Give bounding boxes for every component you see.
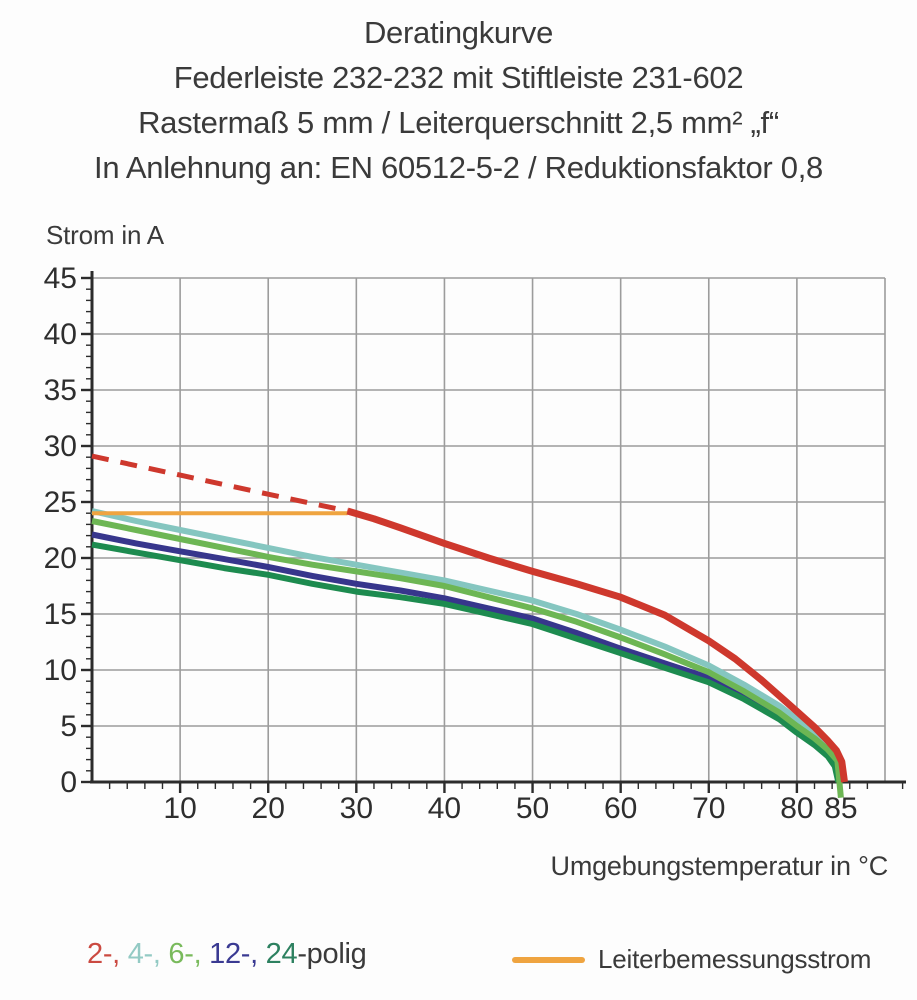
y-tick-label: 45	[44, 262, 77, 295]
x-tick-label: 20	[252, 792, 285, 825]
y-tick-label: 35	[44, 374, 77, 407]
series-6-polig	[91, 518, 844, 798]
y-axis-title: Strom in A	[46, 220, 164, 250]
series-24-polig	[91, 541, 842, 783]
x-tick-label: 10	[163, 792, 196, 825]
y-tick-label: 5	[60, 710, 77, 743]
y-tick-label: 15	[44, 598, 77, 631]
legend-pole-12: 12-,	[209, 938, 266, 970]
rated-current-line-swatch	[512, 956, 585, 963]
rated-current-legend: Leiterbemessungsstrom	[512, 944, 871, 975]
series-2-polig	[346, 507, 848, 783]
poles-legend: 2-, 4-, 6-, 12-, 24-polig	[87, 938, 367, 971]
chart-subtitle-pitch: Rastermaß 5 mm / Leiterquerschnitt 2,5 m…	[138, 105, 779, 140]
y-tick-label: 20	[44, 542, 77, 575]
rated-current-label: Leiterbemessungsstrom	[598, 944, 872, 974]
x-tick-label: 60	[604, 792, 637, 825]
chart-title-block: Deratingkurve Federleiste 232-232 mit St…	[0, 10, 917, 190]
x-tick-label: 50	[516, 792, 549, 825]
legend-pole-24: 24	[265, 938, 298, 970]
chart-subtitle-connector: Federleiste 232-232 mit Stiftleiste 231-…	[173, 60, 744, 95]
y-tick-label: 30	[44, 430, 77, 463]
y-tick-label: 25	[44, 486, 77, 519]
series-2-polig-gestrichelt	[91, 453, 349, 514]
legend-pole-4: 4-,	[127, 938, 169, 970]
legend-pole-suffix: -polig	[297, 938, 367, 970]
y-tick-label: 0	[60, 766, 77, 799]
x-tick-label: 70	[692, 792, 725, 825]
legend-pole-2: 2-,	[87, 938, 128, 970]
x-tick-label: 30	[340, 792, 373, 825]
y-tick-label: 10	[44, 654, 77, 687]
legend-pole-6: 6-,	[168, 938, 210, 970]
x-tick-label: 40	[428, 792, 461, 825]
x-axis-title: Umgebungstemperatur in °C	[550, 851, 889, 881]
x-tick-label: 80	[780, 792, 813, 825]
chart-subtitle-standard: In Anlehnung an: EN 60512-5-2 / Reduktio…	[94, 150, 823, 185]
chart-title: Deratingkurve	[363, 15, 554, 50]
series-12-polig	[91, 531, 843, 783]
y-tick-label: 40	[44, 318, 77, 351]
